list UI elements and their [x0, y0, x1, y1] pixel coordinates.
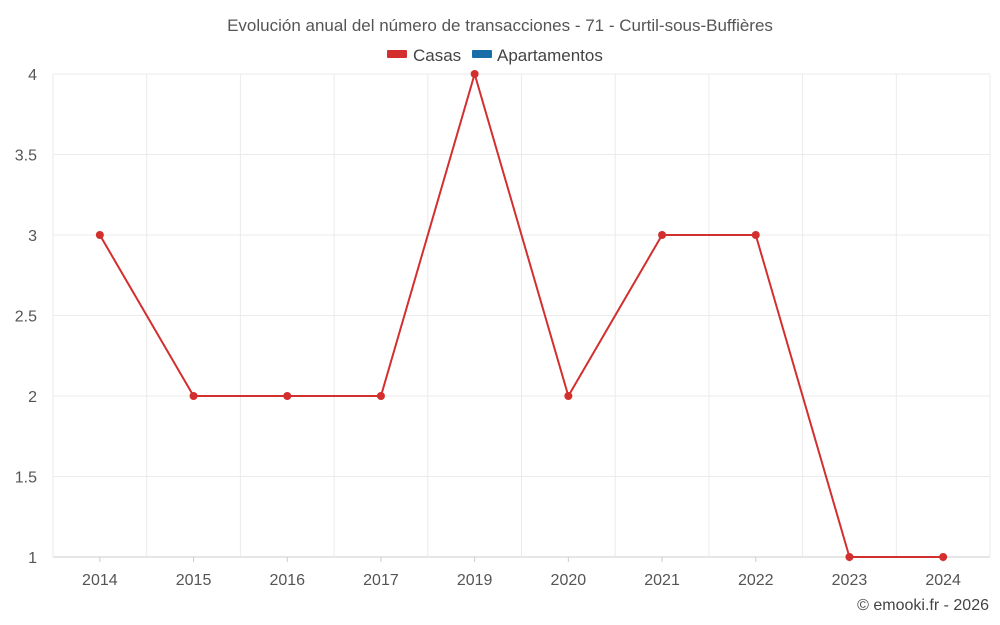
- data-point[interactable]: [751, 231, 760, 239]
- series-line-casas: [98, 73, 944, 558]
- legend-item-apartamentos[interactable]: Apartamentos: [472, 46, 603, 65]
- x-tick-label: 2016: [269, 572, 305, 589]
- x-tick-label: 2022: [738, 572, 774, 589]
- legend-label-apartamentos: Apartamentos: [497, 46, 603, 65]
- y-tick-label: 3.5: [15, 148, 37, 165]
- x-tick-label: 2021: [644, 572, 680, 589]
- data-point[interactable]: [845, 553, 854, 561]
- series-casas: [95, 70, 948, 561]
- legend-swatch-apartamentos: [472, 50, 492, 58]
- x-axis: 2014 2015 2016 2017 2019 2020 2021 2022 2023 2024: [82, 557, 961, 589]
- y-tick-label: 1: [28, 550, 37, 567]
- legend: Casas Apartamentos: [387, 46, 603, 65]
- y-tick-label: 2.5: [15, 309, 37, 326]
- grid: [52, 73, 991, 558]
- x-tick-label: 2015: [176, 572, 212, 589]
- data-point[interactable]: [376, 392, 385, 400]
- data-point[interactable]: [95, 231, 104, 239]
- y-tick-label: 4: [28, 67, 37, 84]
- x-tick-label: 2014: [82, 572, 118, 589]
- data-point[interactable]: [939, 553, 948, 561]
- credit-text: © emooki.fr - 2026: [857, 597, 989, 614]
- legend-label-casas: Casas: [413, 46, 461, 65]
- chart-title: Evolución anual del número de transaccio…: [227, 16, 773, 35]
- y-tick-label: 2: [28, 389, 37, 406]
- y-tick-label: 1.5: [15, 470, 37, 487]
- data-point[interactable]: [283, 392, 292, 400]
- x-tick-label: 2020: [551, 572, 587, 589]
- data-point[interactable]: [658, 231, 667, 239]
- x-tick-label: 2019: [457, 572, 493, 589]
- x-tick-label: 2024: [925, 572, 961, 589]
- data-point[interactable]: [189, 392, 198, 400]
- y-axis: 1 1.5 2 2.5 3 3.5 4: [15, 67, 37, 567]
- legend-item-casas[interactable]: Casas: [387, 46, 461, 65]
- x-tick-label: 2017: [363, 572, 399, 589]
- data-point[interactable]: [564, 392, 573, 400]
- x-tick-label: 2023: [832, 572, 868, 589]
- y-tick-label: 3: [28, 228, 37, 245]
- data-point[interactable]: [470, 70, 479, 78]
- legend-swatch-casas: [387, 50, 407, 58]
